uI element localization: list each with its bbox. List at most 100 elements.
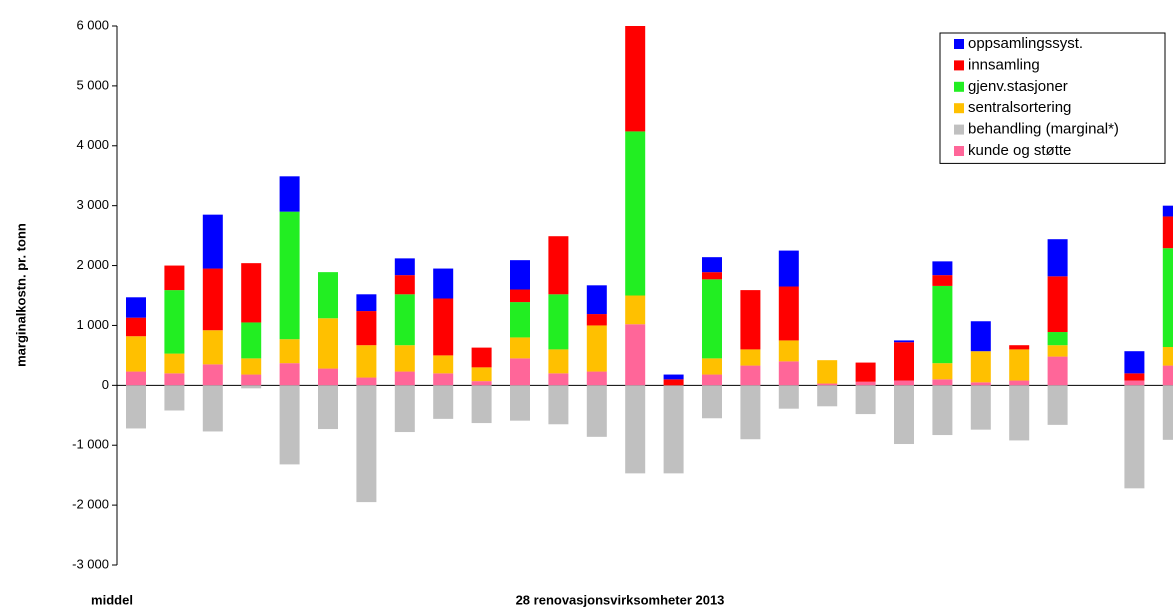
legend-label: behandling (marginal*) [968, 121, 1119, 138]
bar-segment [1009, 385, 1030, 441]
bar-segment [164, 353, 185, 374]
bar-segment [433, 355, 454, 374]
y-tick-label: -1 000 [72, 437, 109, 452]
bar-segment [740, 385, 761, 440]
bar-segment [548, 349, 569, 374]
legend-label: oppsamlingssyst. [968, 35, 1083, 52]
bar-segment [1124, 373, 1145, 381]
bar-segment [894, 385, 914, 445]
bar-segment [318, 368, 338, 386]
y-tick-label: 4 000 [76, 137, 109, 152]
legend-swatch [954, 124, 964, 135]
bar-segment [279, 339, 300, 364]
bar-segment [970, 385, 991, 430]
bar-segment [202, 364, 223, 386]
bar-segment [279, 363, 300, 386]
bar-segment [164, 385, 185, 411]
bar-segment [817, 383, 838, 386]
legend-swatch [954, 146, 964, 156]
bar-segment [471, 385, 492, 424]
bar-segment [1124, 351, 1145, 374]
bar-segment [1162, 385, 1173, 440]
bar-segment [702, 257, 722, 273]
x-axis-title: 28 renovasjonsvirksomheter 2013 [516, 592, 725, 607]
bar-segment [1009, 349, 1030, 381]
bar-segment [510, 302, 530, 338]
legend-swatch [954, 103, 964, 114]
bar-segment [126, 317, 146, 337]
y-tick-label: -2 000 [72, 497, 109, 512]
bar-segment [433, 385, 454, 419]
bar-segment [625, 324, 646, 386]
y-tick-label: 6 000 [76, 17, 109, 32]
bar-segment [433, 298, 454, 356]
y-tick-label: 2 000 [76, 257, 109, 272]
bar-segment [1047, 345, 1068, 357]
bar-segment [1047, 356, 1068, 386]
bar-segment [548, 236, 569, 295]
bar-segment [126, 297, 146, 318]
bar-segment [356, 294, 377, 312]
bar-segment [894, 342, 914, 381]
bar-segment [241, 263, 262, 323]
bar-segment [356, 385, 377, 503]
bar-segment [702, 374, 722, 386]
legend-label: kunde og støtte [968, 142, 1071, 159]
bar-segment [932, 261, 953, 276]
bar-segment [778, 385, 799, 409]
bar-segment [471, 347, 492, 368]
bar-segment [855, 385, 876, 415]
bar-segment [202, 330, 223, 365]
bar-segment [471, 367, 492, 382]
bar-segment [932, 385, 953, 436]
bar-segment [702, 272, 722, 280]
bar-segment [778, 361, 799, 386]
bar-segment [855, 381, 876, 386]
bar-segment [778, 250, 799, 287]
bar-segment [356, 377, 377, 386]
bar-segment [1047, 385, 1068, 425]
bar-segment [625, 295, 646, 325]
bar-segment [126, 385, 146, 429]
y-axis-title: marginalkostn. pr. tonn [13, 223, 28, 367]
bar-segment [970, 382, 991, 386]
bar-segment [625, 131, 646, 296]
bar-segment [394, 385, 415, 433]
bar-segment [510, 358, 530, 386]
bar-segment [548, 294, 569, 350]
bar-segment [625, 26, 646, 132]
legend-label: gjenv.stasjoner [968, 78, 1068, 95]
bar-segment [1162, 216, 1173, 249]
bar-segment [740, 365, 761, 386]
bar-segment [164, 290, 185, 354]
bar-segment [586, 371, 607, 386]
bar-segment [586, 314, 607, 326]
bar-segment [433, 373, 454, 386]
bar-segment [510, 289, 530, 303]
bar-segment [318, 272, 338, 319]
bar-segment [318, 385, 338, 430]
y-tick-label: 1 000 [76, 317, 109, 332]
bar-segment [663, 379, 684, 386]
bar-segment [1162, 248, 1173, 348]
legend-swatch [954, 60, 964, 71]
bar-segment [817, 385, 838, 407]
bar-segment [394, 275, 415, 295]
legend-swatch [954, 39, 964, 49]
bar-segment [817, 360, 838, 384]
bar-segment [318, 318, 338, 369]
bar-segment [1009, 380, 1030, 386]
y-tick-label: -3 000 [72, 556, 109, 571]
bar-segment [702, 358, 722, 375]
y-tick-label: 5 000 [76, 77, 109, 92]
bar-segment [164, 373, 185, 386]
bar-segment [126, 371, 146, 386]
bar-segment [932, 363, 953, 380]
bar-segment [663, 385, 684, 474]
bar-segment [970, 351, 991, 383]
bar-segment [510, 260, 530, 290]
bar-segment [548, 385, 569, 425]
bar-segment [356, 311, 377, 346]
bar-segment [1162, 347, 1173, 366]
